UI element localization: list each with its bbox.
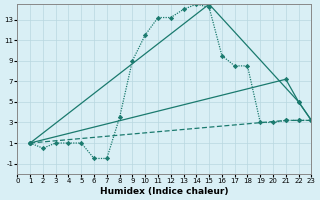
- X-axis label: Humidex (Indice chaleur): Humidex (Indice chaleur): [100, 187, 228, 196]
